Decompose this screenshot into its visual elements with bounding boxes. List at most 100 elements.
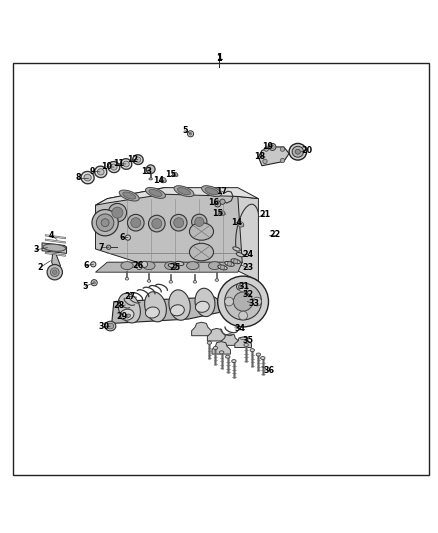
Text: 9: 9 <box>89 166 95 175</box>
Ellipse shape <box>256 353 261 356</box>
Ellipse shape <box>175 261 184 265</box>
Text: 16: 16 <box>208 198 219 207</box>
Ellipse shape <box>135 157 141 162</box>
Ellipse shape <box>123 161 129 167</box>
Text: 8: 8 <box>75 173 81 182</box>
Polygon shape <box>95 188 258 205</box>
Text: 20: 20 <box>301 146 312 155</box>
Ellipse shape <box>120 159 132 169</box>
Ellipse shape <box>220 211 225 215</box>
Ellipse shape <box>125 314 131 318</box>
Circle shape <box>239 311 247 320</box>
Text: 25: 25 <box>170 263 181 272</box>
Circle shape <box>237 283 244 290</box>
Ellipse shape <box>169 290 190 320</box>
Circle shape <box>253 297 261 306</box>
Ellipse shape <box>148 215 165 232</box>
Ellipse shape <box>236 253 244 257</box>
Ellipse shape <box>173 173 178 176</box>
Circle shape <box>280 158 285 163</box>
Ellipse shape <box>165 262 177 270</box>
Ellipse shape <box>101 219 109 227</box>
Text: 35: 35 <box>242 336 254 345</box>
Ellipse shape <box>149 189 162 197</box>
Ellipse shape <box>295 149 300 154</box>
Circle shape <box>220 211 225 215</box>
Circle shape <box>220 265 225 270</box>
Circle shape <box>189 133 192 135</box>
Polygon shape <box>208 328 226 341</box>
Polygon shape <box>95 188 242 271</box>
Ellipse shape <box>92 209 118 236</box>
Circle shape <box>241 292 246 297</box>
Polygon shape <box>52 254 60 271</box>
Text: 33: 33 <box>248 299 260 308</box>
Ellipse shape <box>143 262 155 270</box>
Ellipse shape <box>187 262 199 270</box>
Ellipse shape <box>97 169 104 175</box>
Ellipse shape <box>118 293 141 323</box>
Ellipse shape <box>205 188 218 195</box>
Ellipse shape <box>226 355 230 358</box>
Ellipse shape <box>96 214 114 231</box>
Polygon shape <box>212 342 230 354</box>
Circle shape <box>106 245 111 249</box>
Text: 19: 19 <box>261 142 273 150</box>
Circle shape <box>136 263 142 270</box>
Ellipse shape <box>193 280 197 283</box>
Ellipse shape <box>47 264 62 280</box>
Ellipse shape <box>201 185 222 197</box>
Ellipse shape <box>149 178 152 180</box>
Circle shape <box>91 280 97 286</box>
Ellipse shape <box>147 280 151 282</box>
Ellipse shape <box>192 214 207 230</box>
Text: 24: 24 <box>242 250 254 259</box>
Polygon shape <box>95 262 242 272</box>
Polygon shape <box>258 147 289 166</box>
Ellipse shape <box>219 351 224 354</box>
Ellipse shape <box>107 323 114 329</box>
Ellipse shape <box>177 188 191 195</box>
Ellipse shape <box>111 164 117 170</box>
Ellipse shape <box>250 349 254 352</box>
Ellipse shape <box>190 243 214 261</box>
Text: 28: 28 <box>113 302 125 310</box>
Text: 1: 1 <box>216 54 222 63</box>
Ellipse shape <box>112 207 123 218</box>
Polygon shape <box>221 334 239 345</box>
Ellipse shape <box>225 261 234 266</box>
Ellipse shape <box>232 360 236 362</box>
Circle shape <box>218 276 268 327</box>
Ellipse shape <box>50 268 59 277</box>
Ellipse shape <box>168 263 177 268</box>
Text: 18: 18 <box>254 151 265 160</box>
Ellipse shape <box>119 190 139 201</box>
Text: 34: 34 <box>234 324 246 333</box>
Text: 6: 6 <box>84 261 89 270</box>
Text: 14: 14 <box>153 176 164 185</box>
Ellipse shape <box>207 341 212 344</box>
Polygon shape <box>164 188 258 281</box>
Ellipse shape <box>213 346 218 350</box>
Polygon shape <box>235 337 251 348</box>
Ellipse shape <box>108 161 120 173</box>
Ellipse shape <box>169 280 173 283</box>
Ellipse shape <box>231 259 240 264</box>
Text: 15: 15 <box>212 209 224 219</box>
Ellipse shape <box>174 217 184 228</box>
Ellipse shape <box>289 143 307 160</box>
Text: 6: 6 <box>119 232 124 241</box>
Text: 21: 21 <box>259 211 270 219</box>
Circle shape <box>263 159 267 164</box>
Text: 3: 3 <box>33 245 39 254</box>
Ellipse shape <box>218 265 227 270</box>
Text: 2: 2 <box>38 263 43 272</box>
Ellipse shape <box>81 172 94 184</box>
Circle shape <box>125 235 131 240</box>
Ellipse shape <box>233 247 240 251</box>
Polygon shape <box>112 297 223 324</box>
Circle shape <box>141 261 148 268</box>
Ellipse shape <box>121 262 133 270</box>
Ellipse shape <box>127 214 144 231</box>
Text: 22: 22 <box>269 230 281 239</box>
